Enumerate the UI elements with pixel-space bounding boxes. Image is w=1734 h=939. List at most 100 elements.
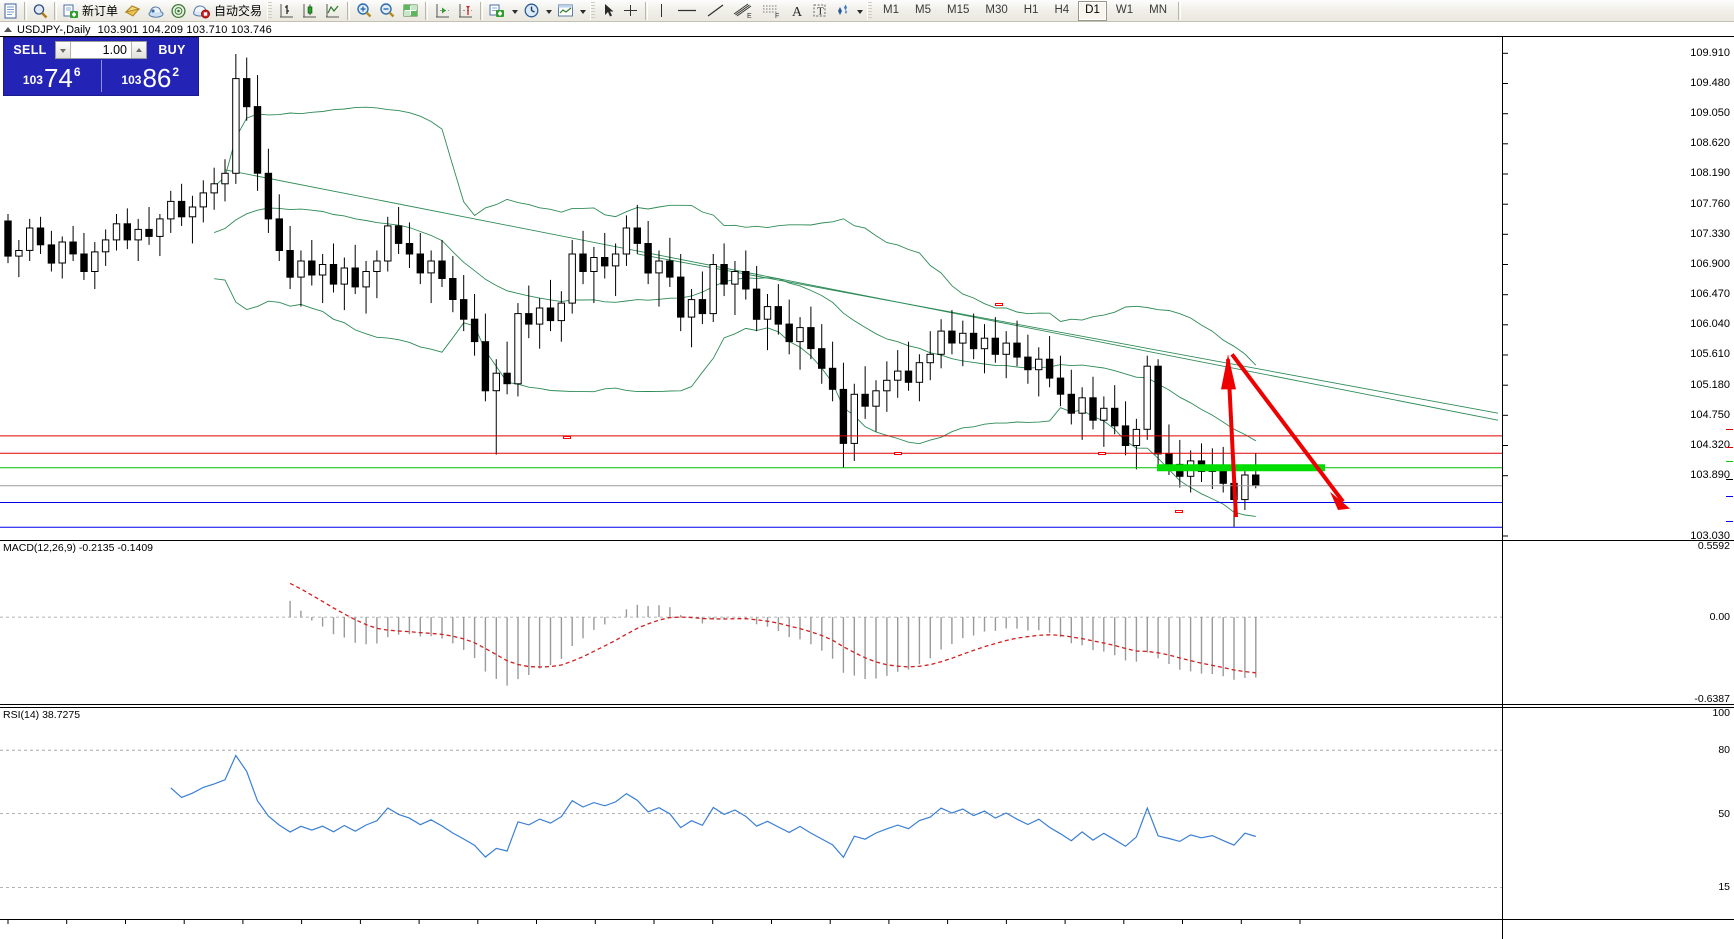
toolbar-separator — [24, 1, 27, 20]
indicator-tick: 0.00 — [1709, 611, 1730, 624]
objects-icon[interactable] — [831, 1, 854, 21]
text-icon[interactable]: A — [785, 1, 808, 21]
price-tick: 104.750 — [1690, 408, 1730, 421]
cursor-icon[interactable] — [598, 1, 619, 21]
volume-increment-button[interactable] — [131, 42, 146, 58]
rsi-pane — [0, 707, 1734, 920]
price-tick: 103.890 — [1690, 469, 1730, 482]
toolbar-grip[interactable] — [590, 1, 596, 20]
grid-icon[interactable] — [399, 1, 422, 21]
vertical-line-icon[interactable] — [651, 1, 672, 21]
buy-button[interactable]: BUY — [158, 43, 186, 57]
timeframe-m15[interactable]: M15 — [947, 3, 970, 16]
chart-canvas[interactable] — [0, 36, 1734, 939]
toolbar-separator — [54, 1, 57, 20]
buy-price-display[interactable]: 103 86 2 — [105, 60, 197, 92]
trendline-icon[interactable] — [702, 1, 729, 21]
price-tick: 109.050 — [1690, 107, 1730, 120]
indicator-tick: 15 — [1718, 881, 1730, 894]
toolbar-separator — [645, 1, 649, 20]
period-dropdown-caret[interactable] — [543, 1, 554, 21]
price-level-annotation[interactable] — [563, 436, 571, 439]
new-order-icon[interactable] — [60, 1, 81, 21]
horizontal-line-icon[interactable] — [672, 1, 702, 21]
zoom-in-icon[interactable] — [353, 1, 376, 21]
templates-icon[interactable] — [554, 1, 577, 21]
autotrading-label[interactable]: 自动交易 — [214, 3, 263, 18]
collapse-arrow-icon[interactable] — [4, 27, 12, 32]
price-tick: 106.040 — [1690, 318, 1730, 331]
price-badge-level[interactable] — [1726, 496, 1733, 498]
timeframe-m30[interactable]: M30 — [985, 3, 1008, 16]
templates-dropdown-caret[interactable] — [577, 1, 588, 21]
timeframe-h4[interactable]: H4 — [1054, 3, 1070, 16]
zoom-out-icon[interactable] — [376, 1, 399, 21]
volume-stepper[interactable]: 1.00 — [55, 41, 147, 59]
svg-text:T: T — [817, 6, 824, 18]
chart-shift-icon[interactable] — [454, 1, 477, 21]
sell-price-point: 6 — [73, 65, 81, 79]
rsi-indicator-label: RSI(14) 38.7275 — [3, 709, 81, 721]
price-badge-support[interactable] — [1726, 461, 1733, 463]
equidistant-channel-icon[interactable]: E — [729, 1, 757, 21]
sell-price-display[interactable]: 103 74 6 — [6, 60, 98, 92]
market-watch-icon[interactable] — [30, 1, 51, 21]
buy-price-prefix: 103 — [121, 73, 142, 87]
timeframe-w1[interactable]: W1 — [1115, 3, 1134, 16]
bar-chart-icon[interactable] — [275, 1, 298, 21]
indicators-dropdown-caret[interactable] — [509, 1, 520, 21]
toolbar-grip[interactable] — [267, 1, 273, 20]
price-badge-last-price[interactable] — [1726, 479, 1733, 481]
chart-annotations-layer[interactable] — [0, 36, 1502, 939]
svg-text:A: A — [792, 5, 803, 19]
price-tick: 107.760 — [1690, 197, 1730, 210]
price-tick: 108.190 — [1690, 167, 1730, 180]
symbol-ohlc-values: 103.901 104.209 103.710 103.746 — [97, 23, 272, 36]
crosshair-icon[interactable] — [619, 1, 642, 21]
timeframe-h1[interactable]: H1 — [1023, 3, 1039, 16]
line-chart-icon[interactable] — [321, 1, 344, 21]
toolbar-grip[interactable] — [867, 1, 873, 20]
sell-button[interactable]: SELL — [13, 43, 47, 57]
period-icon[interactable] — [520, 1, 543, 21]
price-badge-resistance[interactable] — [1726, 446, 1733, 448]
fibonacci-icon[interactable]: F — [757, 1, 785, 21]
price-level-annotation[interactable] — [1098, 452, 1106, 455]
main-toolbar[interactable]: 新订单 自动交易 — [0, 0, 1734, 22]
macd-indicator-label: MACD(12,26,9) -0.2135 -0.1409 — [3, 542, 153, 554]
terminal-icon[interactable] — [0, 1, 21, 21]
price-level-annotation[interactable] — [995, 303, 1003, 306]
indicator-tick: 100 — [1712, 707, 1730, 719]
candlestick-chart-icon[interactable] — [298, 1, 321, 21]
timeframe-m5[interactable]: M5 — [915, 3, 931, 16]
price-level-annotation[interactable] — [894, 452, 902, 455]
indicators-icon[interactable] — [486, 1, 509, 21]
price-badge-resistance[interactable] — [1726, 429, 1733, 431]
scroll-end-icon[interactable] — [431, 1, 454, 21]
timeframe-d1[interactable]: D1 — [1078, 0, 1107, 21]
navigator-icon[interactable] — [167, 1, 190, 21]
volume-decrement-button[interactable] — [56, 42, 71, 58]
expert-advisor-icon[interactable] — [121, 1, 144, 21]
price-level-annotation[interactable] — [1175, 510, 1183, 513]
price-tick: 107.330 — [1690, 227, 1730, 240]
objects-dropdown-caret[interactable] — [854, 1, 865, 21]
chart-area[interactable]: 109.910 109.480 109.050 108.620 108.190 107.7… — [0, 36, 1734, 939]
price-tick: 106.900 — [1690, 257, 1730, 270]
new-order-label[interactable]: 新订单 — [82, 3, 119, 18]
price-axis[interactable]: 109.910 109.480 109.050 108.620 108.190 107.7… — [1502, 36, 1734, 541]
timeframe-mn[interactable]: MN — [1149, 3, 1167, 16]
macd-pane — [0, 540, 1734, 705]
one-click-trading-panel[interactable]: SELL 1.00 BUY 103 74 6 103 86 2 — [3, 37, 199, 96]
toolbar-separator — [480, 1, 484, 20]
indicator-tick: 80 — [1718, 744, 1730, 757]
data-window-icon[interactable] — [144, 1, 167, 21]
text-label-icon[interactable]: T — [808, 1, 831, 21]
autotrading-icon[interactable] — [190, 1, 213, 21]
toolbar-separator — [1178, 1, 1181, 20]
volume-input[interactable]: 1.00 — [102, 43, 127, 57]
timeframe-m1[interactable]: M1 — [883, 3, 900, 16]
price-badge-level[interactable] — [1726, 520, 1733, 522]
price-tick: 109.480 — [1690, 76, 1730, 89]
oct-divider — [100, 60, 102, 92]
